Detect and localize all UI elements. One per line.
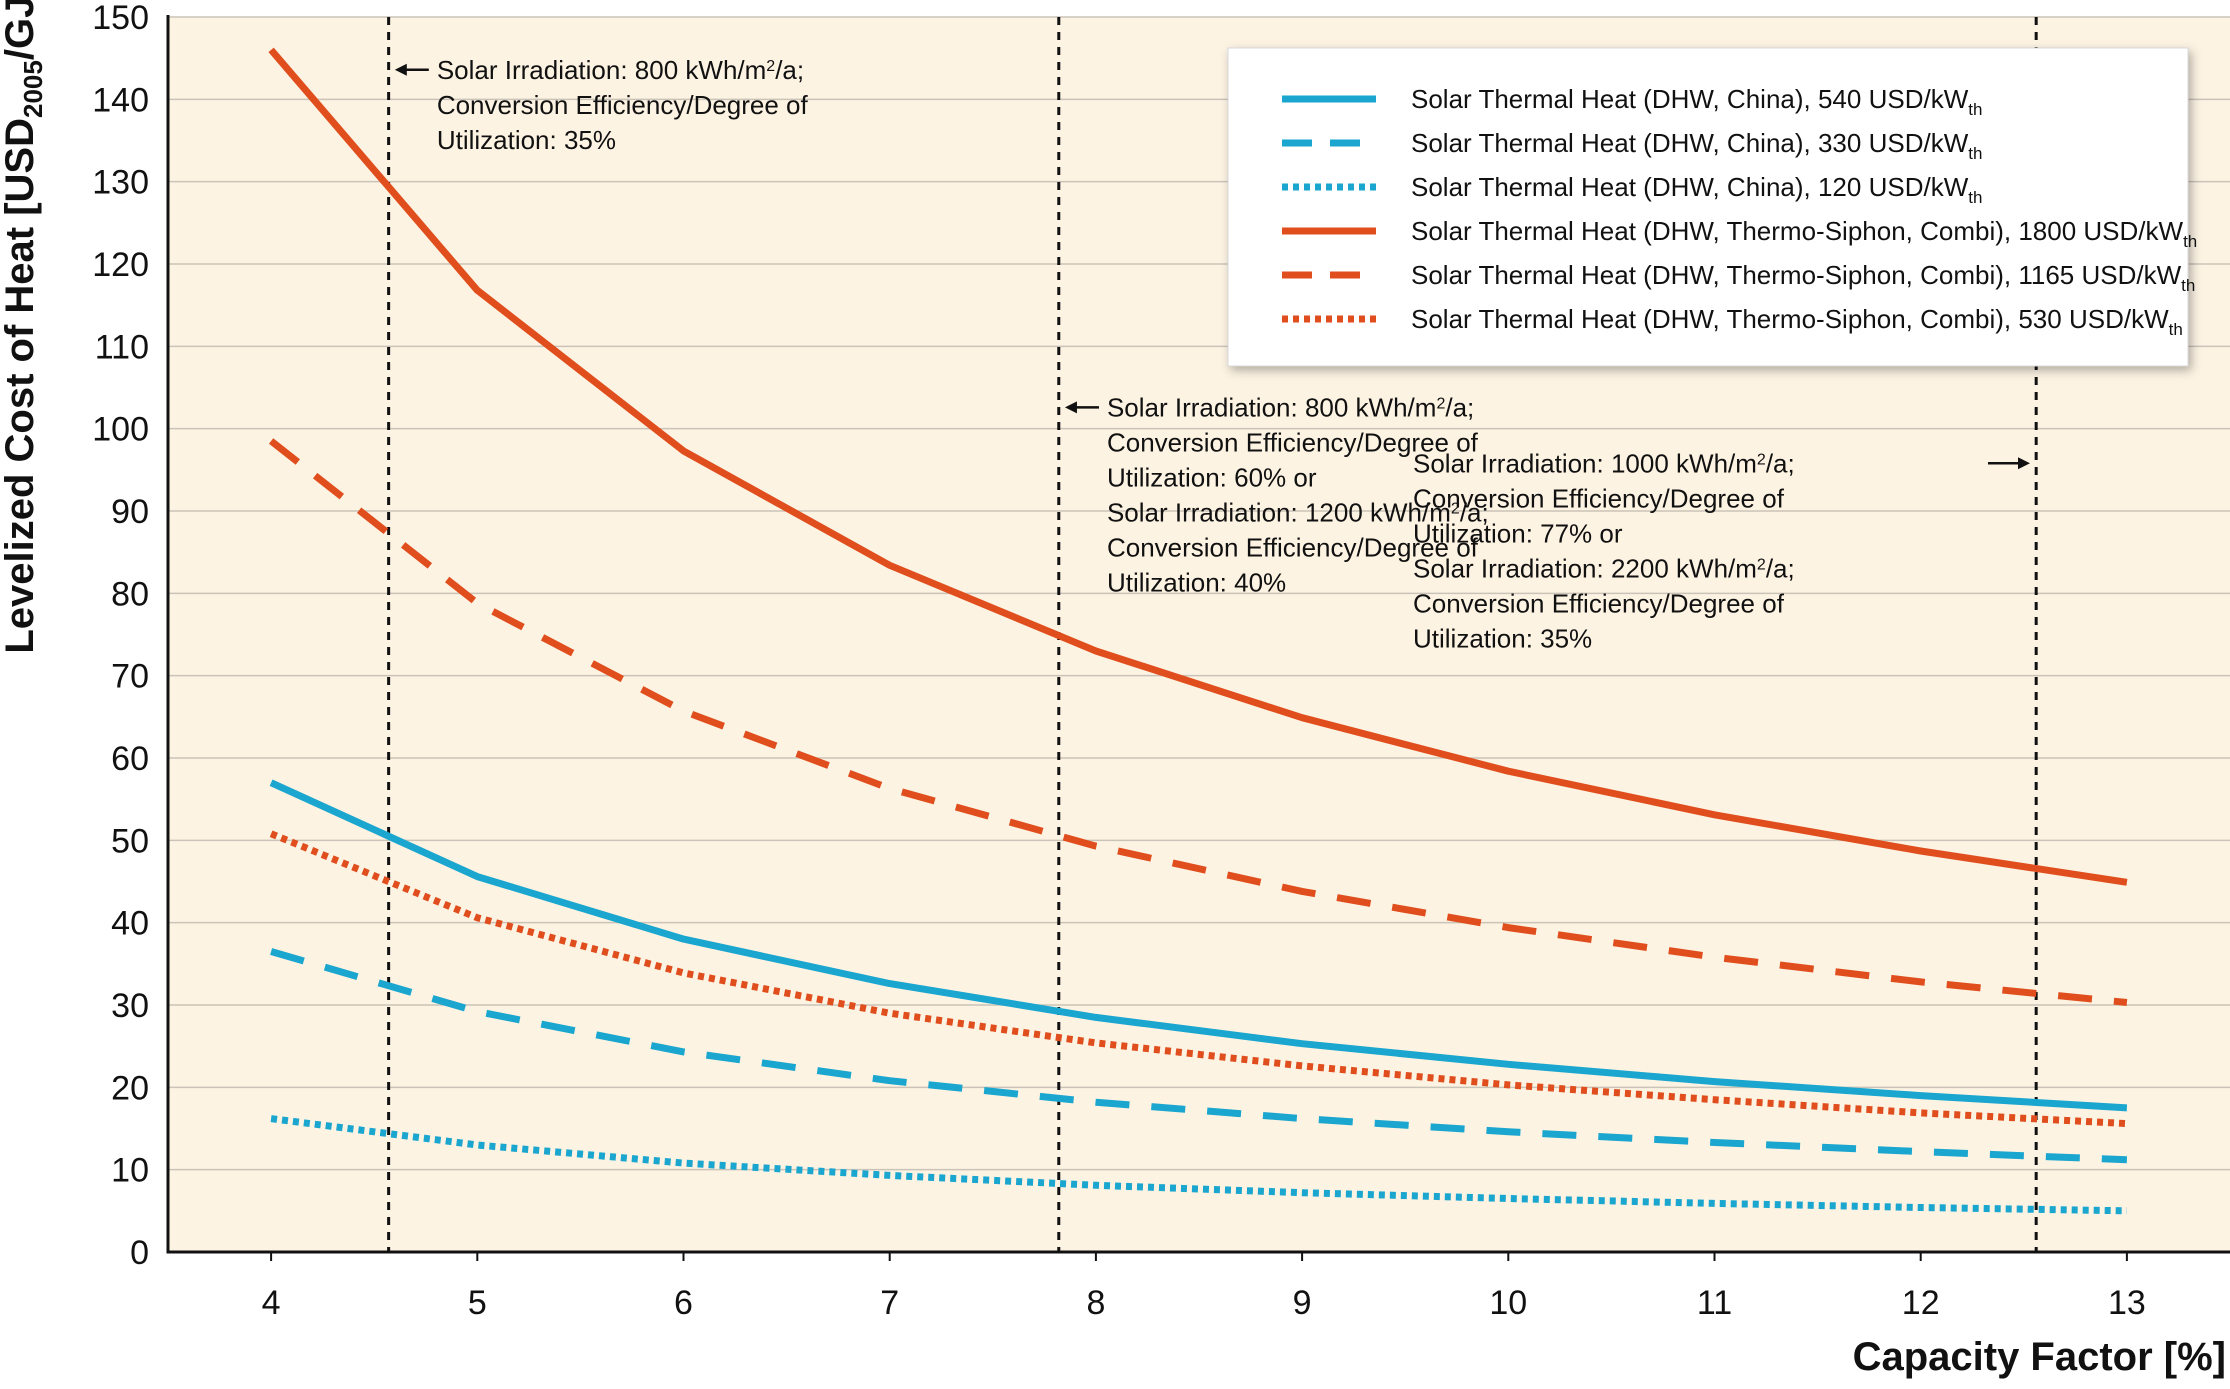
legend: Solar Thermal Heat (DHW, China), 540 USD… [1228,48,2197,366]
x-tick-label-6: 6 [674,1284,693,1322]
legend-label-2: Solar Thermal Heat (DHW, China), 330 USD… [1411,128,1982,163]
annotation-line: Utilization: 77% or [1413,518,1623,548]
annotation-line: Solar Irradiation: 800 kWh/m2/a; [1107,392,1474,422]
legend-label-subscript: th [1968,144,1982,163]
annotation-text: Solar Irradiation: 800 kWh/m [1107,392,1436,422]
legend-label-4: Solar Thermal Heat (DHW, Thermo-Siphon, … [1411,216,2197,251]
annotation-line: Solar Irradiation: 1000 kWh/m2/a; [1413,448,1795,478]
x-tick-label-10: 10 [1489,1284,1527,1322]
y-tick-label-50: 50 [111,822,149,860]
legend-label-subscript: th [1968,188,1982,207]
legend-label-text: Solar Thermal Heat (DHW, Thermo-Siphon, … [1411,304,2169,334]
annotation-text: Conversion Efficiency/Degree of [1413,483,1785,513]
legend-item-6: Solar Thermal Heat (DHW, Thermo-Siphon, … [1282,304,2183,339]
legend-item-4: Solar Thermal Heat (DHW, Thermo-Siphon, … [1282,216,2197,251]
annotation-line: Conversion Efficiency/Degree of [1413,483,1785,513]
annotation-text: /a; [1766,553,1795,583]
x-tick-label-4: 4 [262,1284,281,1322]
annotation-text: Solar Irradiation: 2200 kWh/m [1413,553,1757,583]
annotation-text: Utilization: 40% [1107,567,1286,597]
annotation-text: Utilization: 35% [437,125,616,155]
y-tick-label-60: 60 [111,740,149,778]
annotation-text: Conversion Efficiency/Degree of [1413,588,1785,618]
annotation-line: Utilization: 60% or [1107,462,1317,492]
x-tick-label-5: 5 [468,1284,487,1322]
superscript: 2 [1757,556,1766,573]
y-axis-title-main: Levelized Cost of Heat [USD [0,118,42,654]
y-tick-label-120: 120 [92,246,149,284]
x-tick-label-8: 8 [1086,1284,1105,1322]
y-tick-label-90: 90 [111,493,149,531]
legend-item-5: Solar Thermal Heat (DHW, Thermo-Siphon, … [1282,260,2195,295]
legend-label-5: Solar Thermal Heat (DHW, Thermo-Siphon, … [1411,260,2195,295]
annotation-text: /a; [775,55,804,85]
y-axis-title: Levelized Cost of Heat [USD2005/GJ] [0,0,48,654]
y-axis-title-subscript: 2005 [18,60,48,118]
annotation-text: /a; [1766,448,1795,478]
x-axis-title: Capacity Factor [%] [1853,1335,2226,1379]
y-tick-label-10: 10 [111,1152,149,1190]
legend-label-1: Solar Thermal Heat (DHW, China), 540 USD… [1411,84,1982,119]
x-tick-label-12: 12 [1902,1284,1940,1322]
legend-label-6: Solar Thermal Heat (DHW, Thermo-Siphon, … [1411,304,2183,339]
y-tick-label-130: 130 [92,164,149,202]
y-tick-label-70: 70 [111,658,149,696]
annotation-line: Conversion Efficiency/Degree of [1413,588,1785,618]
superscript: 2 [766,57,775,74]
annotation-line: Utilization: 35% [1413,623,1592,653]
annotation-text: Solar Irradiation: 1200 kWh/m [1107,497,1451,527]
superscript: 2 [1757,451,1766,468]
legend-label-text: Solar Thermal Heat (DHW, China), 330 USD… [1411,128,1969,158]
legend-label-text: Solar Thermal Heat (DHW, Thermo-Siphon, … [1411,216,2184,246]
y-tick-label-40: 40 [111,905,149,943]
legend-label-subscript: th [1968,100,1982,119]
y-tick-label-150: 150 [92,0,149,37]
y-tick-label-30: 30 [111,987,149,1025]
annotation-text: Solar Irradiation: 1000 kWh/m [1413,448,1757,478]
annotation-line: Utilization: 35% [437,125,616,155]
annotation-text: /a; [1445,392,1474,422]
annotation-text: Utilization: 35% [1413,623,1592,653]
y-tick-label-140: 140 [92,81,149,119]
y-tick-label-20: 20 [111,1069,149,1107]
x-tick-label-7: 7 [880,1284,899,1322]
y-tick-label-100: 100 [92,411,149,449]
y-axis-title-unit: /GJ] [0,0,42,60]
annotation-line: Solar Irradiation: 800 kWh/m2/a; [437,55,804,85]
annotation-line: Solar Irradiation: 2200 kWh/m2/a; [1413,553,1795,583]
annotation-line: Utilization: 40% [1107,567,1286,597]
x-tick-label-9: 9 [1293,1284,1312,1322]
legend-label-subscript: th [2169,320,2183,339]
annotation-text: Utilization: 77% or [1413,518,1623,548]
x-tick-label-11: 11 [1697,1284,1732,1322]
x-tick-label-13: 13 [2108,1284,2146,1322]
legend-label-subscript: th [2183,232,2197,251]
legend-label-text: Solar Thermal Heat (DHW, China), 540 USD… [1411,84,1969,114]
superscript: 2 [1436,395,1445,412]
annotation-text: Conversion Efficiency/Degree of [437,90,809,120]
y-tick-label-80: 80 [111,575,149,613]
annotation-text: Utilization: 60% or [1107,462,1317,492]
y-tick-label-0: 0 [130,1234,149,1272]
legend-label-text: Solar Thermal Heat (DHW, Thermo-Siphon, … [1411,260,2182,290]
legend-label-3: Solar Thermal Heat (DHW, China), 120 USD… [1411,172,1982,207]
y-tick-label-110: 110 [95,328,149,366]
legend-label-text: Solar Thermal Heat (DHW, China), 120 USD… [1411,172,1969,202]
legend-label-subscript: th [2181,276,2195,295]
annotation-text: Solar Irradiation: 800 kWh/m [437,55,766,85]
annotation-line: Conversion Efficiency/Degree of [437,90,809,120]
